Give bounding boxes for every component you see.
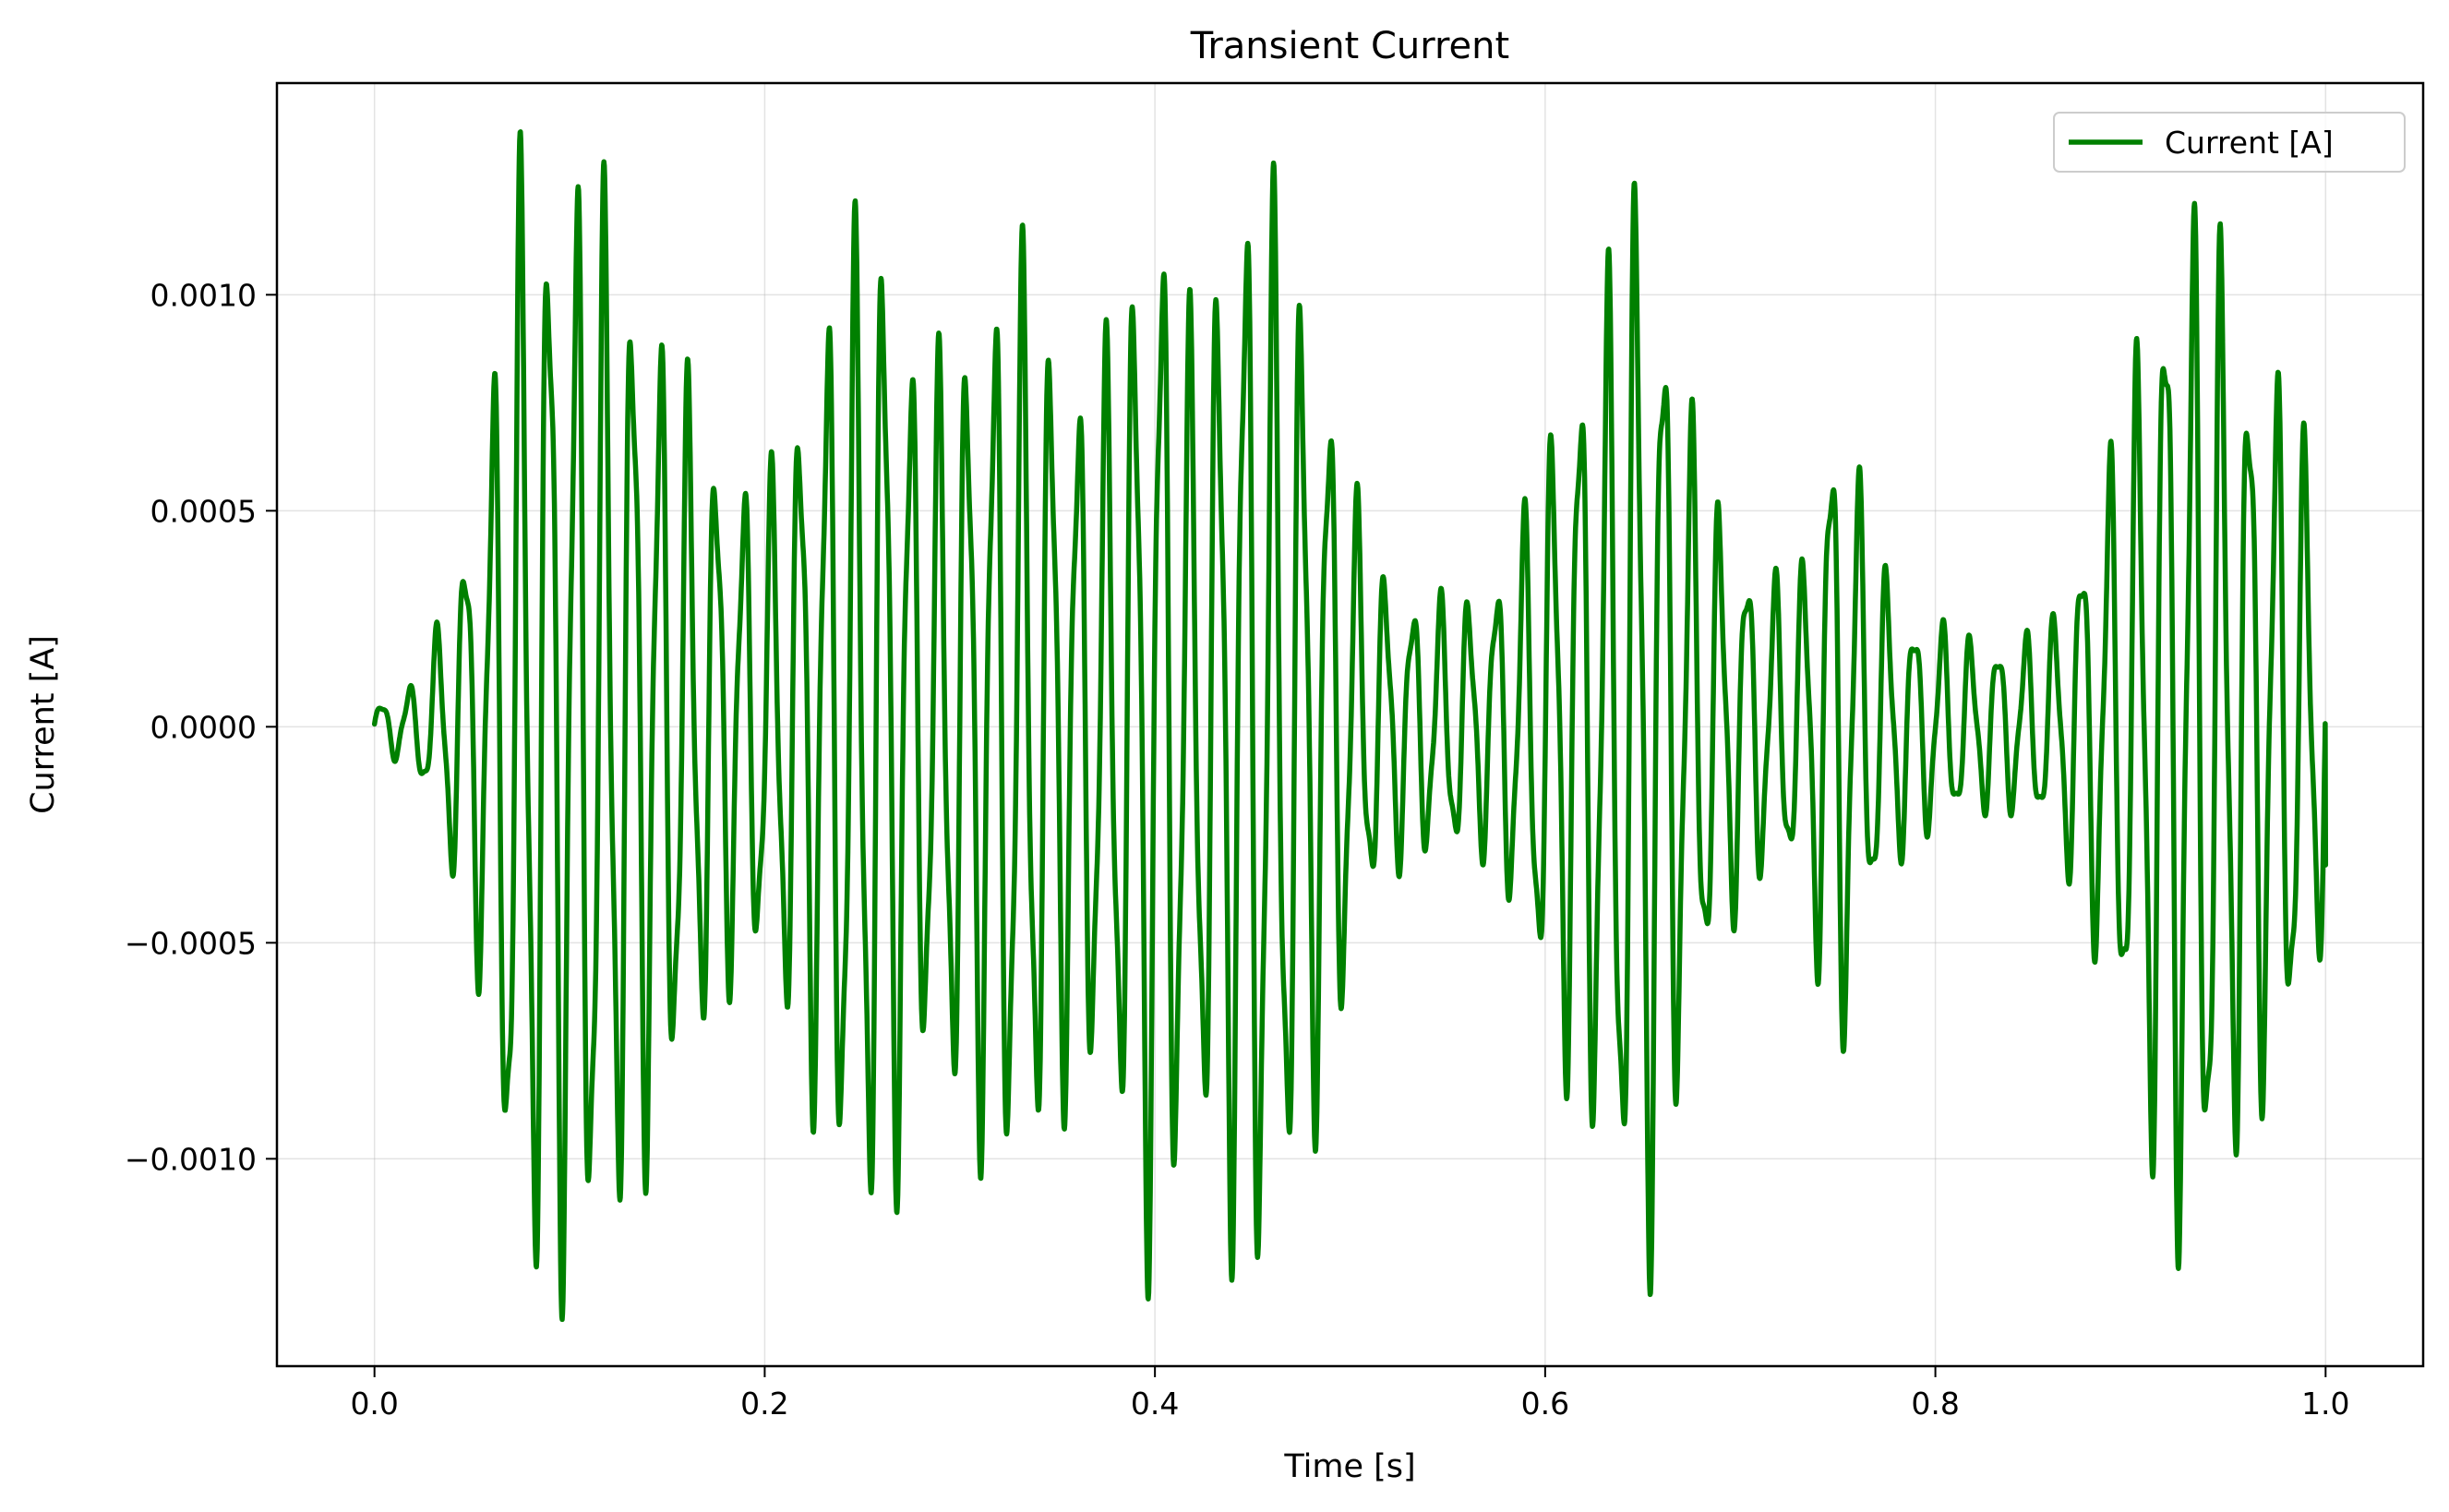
legend-entry-current: Current [A]: [2165, 125, 2334, 161]
x-tick-label: 0.2: [740, 1386, 788, 1422]
y-axis-label: Current [A]: [25, 635, 62, 814]
x-tick-label: 0.8: [1911, 1386, 1959, 1422]
x-tick-label: 0.4: [1131, 1386, 1179, 1422]
plot-series: [371, 129, 2329, 1323]
y-tick-label: 0.0000: [150, 709, 257, 745]
x-tick-label: 0.0: [350, 1386, 398, 1422]
y-tick-label: −0.0005: [125, 925, 257, 961]
y-tick-label: 0.0005: [150, 493, 257, 529]
chart-title: Transient Current: [1190, 25, 1509, 67]
y-tick-label: −0.0010: [125, 1141, 257, 1177]
plot-frame: [275, 81, 2425, 1368]
x-tick-label: 1.0: [2301, 1386, 2349, 1422]
x-tick-label: 0.6: [1521, 1386, 1569, 1422]
series-line-current: [371, 129, 2329, 1323]
x-axis-label: Time [s]: [1283, 1448, 1415, 1485]
y-tick-label: 0.0010: [150, 277, 257, 313]
legend-box: [2053, 112, 2406, 173]
axis-ticks: 0.0 0.2 0.4 0.6 0.8 1.0 −0.0010 −0.0005 0.0000 0.…: [125, 277, 2350, 1422]
legend: Current [A]: [2053, 112, 2406, 173]
